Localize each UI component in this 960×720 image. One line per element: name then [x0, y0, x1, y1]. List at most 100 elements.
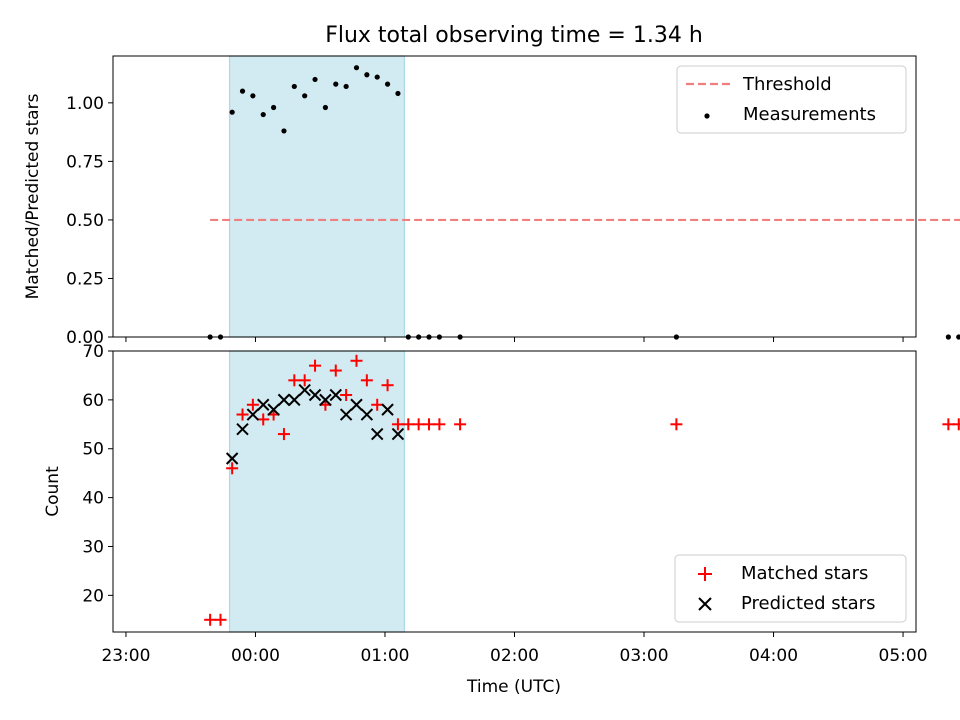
top-y-tick-label: 1.00 — [66, 94, 104, 114]
top-x-ticks — [125, 337, 904, 342]
predicted-star-point — [360, 408, 374, 421]
legend-predicted-swatch — [698, 597, 712, 611]
matched-stars-series — [204, 354, 960, 626]
bottom-panel: 20 30 40 50 60 70 23:00 00:00 01:00 02:00 03:00 04… — [43, 342, 960, 697]
measurement-point — [353, 65, 360, 71]
matched-star-point — [340, 388, 353, 401]
bottom-y-tick-label: 70 — [82, 342, 104, 362]
x-axis-label: Time (UTC) — [466, 677, 561, 697]
predicted-star-point — [298, 383, 311, 397]
top-y-tick-label: 0.00 — [66, 328, 104, 348]
predicted-star-point — [319, 393, 332, 407]
measurement-point — [364, 72, 370, 78]
measurement-point — [260, 111, 266, 118]
legend-predicted-label: Predicted stars — [741, 593, 875, 614]
measurement-point — [374, 74, 380, 80]
top-y-tick-label: 0.75 — [66, 152, 104, 172]
bottom-x-tick-label: 05:00 — [879, 646, 928, 666]
predicted-star-point — [329, 388, 342, 402]
bottom-x-axis: 23:00 00:00 01:00 02:00 03:00 04:00 05:00 — [101, 632, 928, 666]
top-y-axis: 0.00 0.25 0.50 0.75 1.00 — [66, 94, 113, 348]
measurement-point — [395, 90, 401, 97]
matched-star-point — [371, 398, 384, 411]
top-legend: Threshold Measurements — [676, 65, 907, 134]
bottom-y-tick-label: 50 — [82, 440, 104, 460]
predicted-star-point — [371, 427, 384, 441]
top-legend-box — [676, 65, 907, 134]
predicted-star-point — [350, 398, 363, 411]
bottom-legend-box — [674, 554, 907, 623]
measurement-point — [312, 76, 318, 83]
matched-star-point — [412, 418, 425, 431]
measurement-point — [956, 334, 960, 340]
legend-measurements-label: Measurements — [743, 104, 876, 125]
measurement-point — [302, 93, 308, 99]
top-axes-frame — [112, 55, 917, 338]
predicted-star-point — [308, 388, 322, 402]
matched-star-point — [288, 374, 301, 387]
matched-star-point — [298, 374, 311, 387]
predicted-star-point — [339, 408, 353, 421]
matched-star-point — [277, 428, 290, 441]
predicted-star-point — [257, 398, 270, 411]
predicted-star-point — [381, 403, 394, 416]
matched-star-point — [454, 418, 467, 431]
legend-threshold-label: Threshold — [742, 74, 832, 95]
bottom-y-axis-label: Count — [43, 466, 63, 517]
measurement-point — [322, 104, 329, 111]
measurement-point — [250, 93, 256, 99]
matched-star-point — [214, 613, 227, 626]
matched-star-point — [381, 379, 394, 392]
measurement-point — [229, 109, 235, 115]
predicted-star-point — [267, 403, 280, 416]
measurement-point — [343, 83, 349, 90]
bottom-x-tick-label: 01:00 — [360, 646, 409, 666]
measurement-point — [945, 334, 951, 340]
measurement-point — [281, 128, 287, 134]
bottom-y-tick-label: 60 — [82, 391, 104, 411]
measurement-point — [239, 88, 246, 94]
bottom-x-tick-label: 00:00 — [231, 646, 280, 666]
bottom-x-tick-label: 03:00 — [620, 646, 669, 666]
top-shaded-interval — [229, 56, 405, 337]
matched-star-point — [423, 418, 436, 431]
matched-star-point — [204, 613, 217, 626]
matched-star-point — [952, 418, 960, 431]
matched-star-point — [350, 354, 363, 367]
matched-star-point — [391, 418, 404, 431]
bottom-x-tick-label: 04:00 — [749, 646, 798, 666]
matched-star-point — [257, 413, 270, 426]
matched-star-point — [236, 408, 249, 421]
bottom-x-tick-label: 23:00 — [101, 646, 150, 666]
bottom-x-tick-label: 02:00 — [490, 646, 539, 666]
matched-star-point — [246, 398, 259, 411]
predicted-star-point — [288, 393, 301, 407]
legend-matched-label: Matched stars — [741, 563, 868, 584]
top-panel: 0.00 0.25 0.50 0.75 1.00 Matched/Predicted s… — [23, 55, 960, 348]
matched-star-point — [402, 418, 415, 431]
predicted-star-point — [236, 422, 249, 436]
matched-star-point — [226, 462, 239, 475]
predicted-stars-series — [225, 383, 405, 465]
matched-star-point — [309, 359, 322, 372]
bottom-y-tick-label: 20 — [82, 586, 104, 606]
predicted-star-point — [277, 393, 291, 407]
legend-matched-swatch — [698, 567, 712, 581]
matched-star-point — [670, 418, 683, 431]
top-y-tick-label: 0.25 — [66, 269, 104, 289]
bottom-y-tick-label: 40 — [82, 489, 104, 509]
predicted-star-point — [246, 408, 260, 421]
measurement-point — [333, 81, 339, 87]
matched-star-point — [433, 418, 446, 431]
bottom-y-tick-label: 30 — [82, 537, 104, 557]
matched-star-point — [360, 374, 373, 387]
matched-star-point — [329, 364, 342, 377]
measurement-point — [271, 104, 277, 111]
predicted-star-point — [391, 427, 405, 441]
bottom-legend: Matched stars Predicted stars — [674, 554, 907, 623]
matched-star-point — [942, 418, 955, 431]
measurement-point — [384, 81, 391, 87]
top-y-tick-label: 0.50 — [66, 211, 104, 231]
measurement-point — [291, 83, 297, 90]
